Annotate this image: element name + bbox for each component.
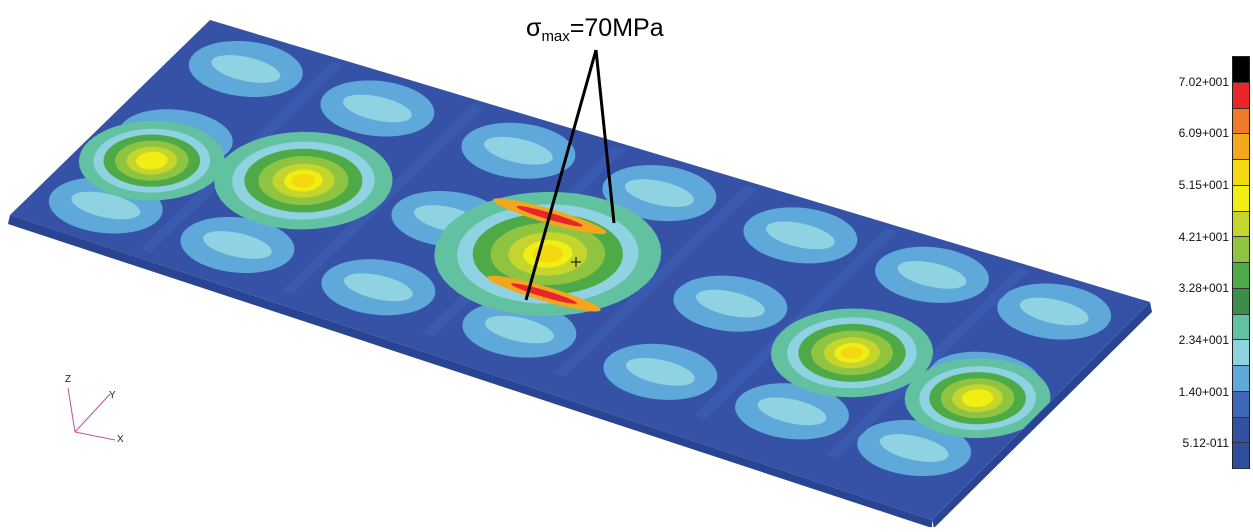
contour-bay-core [211, 55, 281, 83]
stress-panel [961, 389, 994, 407]
legend-swatch [1233, 108, 1249, 135]
legend-swatch [1233, 263, 1249, 289]
legend-swatch [1233, 314, 1249, 341]
max-subscript: max [541, 28, 570, 45]
contour-bay-core [485, 315, 554, 344]
sigma-symbol: σ [526, 14, 542, 42]
legend-label: 5.12-011 [1182, 436, 1229, 451]
legend-swatch [1233, 443, 1249, 469]
contour-bay-core [203, 231, 272, 259]
legend-swatch [1233, 237, 1249, 263]
legend-swatch [1233, 82, 1249, 109]
legend-swatch [1233, 366, 1249, 392]
max-stress-value: =70MPa [569, 14, 664, 42]
contour-bay-core [343, 94, 412, 123]
max-stress-annotation: σmax=70MPa [526, 14, 664, 45]
plate-side-edge [932, 302, 1152, 528]
axis-label-y: Y [109, 390, 116, 401]
color-legend: 7.02+001 6.09+001 5.15+001 4.21+001 3.28+001… [1140, 56, 1253, 469]
leader-line [594, 49, 616, 224]
legend-swatch [1233, 185, 1249, 212]
stiffener-line [553, 185, 757, 377]
legend-label: 3.28+001 [1178, 281, 1229, 296]
legend-swatch [1233, 417, 1249, 444]
legend-label: 7.02+001 [1178, 74, 1229, 89]
legend-label: 5.15+001 [1178, 178, 1229, 193]
axis-triad: Z Y X [55, 370, 165, 460]
legend-swatch [1233, 160, 1249, 186]
legend-swatch [1233, 391, 1249, 418]
legend-label: 1.40+001 [1178, 384, 1229, 399]
legend-swatch [1233, 288, 1249, 315]
contour-bay-core [626, 358, 695, 386]
contour-bay-core [879, 434, 949, 462]
contour-bay-core [897, 261, 967, 289]
legend-swatch [1233, 211, 1249, 238]
axis-label-z: Z [65, 374, 72, 385]
legend-label: 6.09+001 [1178, 126, 1229, 141]
legend-color-bar [1232, 56, 1250, 469]
legend-label: 4.21+001 [1178, 229, 1229, 244]
contour-bay-core [766, 221, 835, 250]
axis-triad-lines [67, 387, 116, 441]
contour-bay-core [696, 289, 765, 318]
contour-bay-core [71, 191, 141, 220]
stress-peak [291, 173, 316, 188]
leader-line [524, 49, 598, 301]
legend-swatch [1233, 57, 1249, 83]
contour-bay-core [625, 179, 694, 207]
contour-bay-core [1019, 297, 1089, 326]
contour-bay-core [757, 397, 827, 426]
legend-label: 2.34+001 [1178, 332, 1229, 347]
stress-panel [136, 151, 168, 170]
contour-bay-core [344, 273, 413, 302]
stress-peak [841, 346, 863, 359]
axis-label-x: X [117, 434, 124, 445]
legend-swatch [1233, 340, 1249, 366]
center-marker [571, 257, 581, 267]
contour-bay-core [484, 136, 553, 165]
stress-peak-band [511, 283, 577, 304]
plate-side-edge [8, 215, 932, 528]
legend-swatch [1233, 134, 1249, 160]
